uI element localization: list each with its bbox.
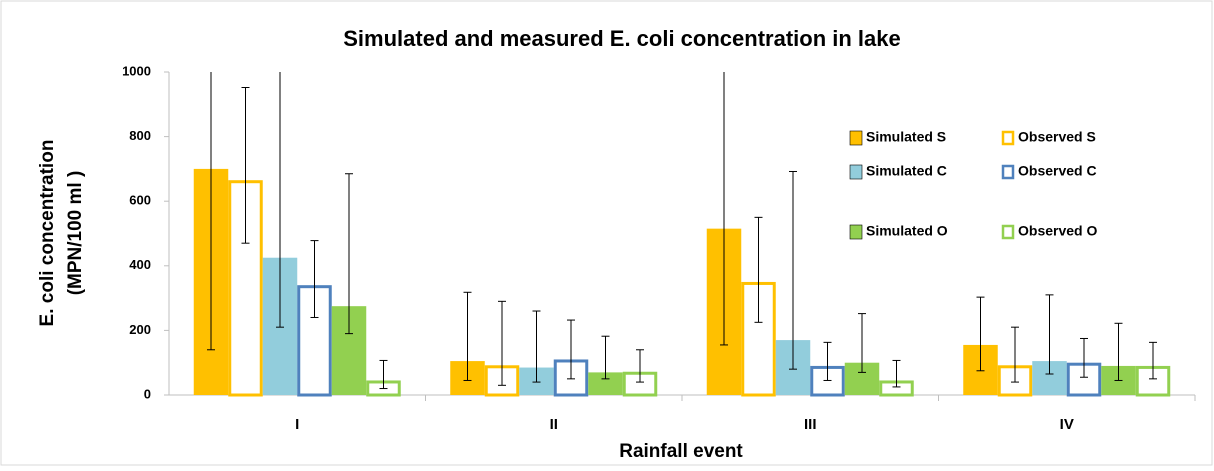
chart-title: Simulated and measured E. coli concentra… xyxy=(343,26,901,51)
y-axis-label: E. coli concentration xyxy=(37,140,58,327)
error-bar xyxy=(858,313,866,373)
error-bar xyxy=(1011,326,1019,383)
legend-label: Simulated C xyxy=(866,163,947,179)
legend-swatch xyxy=(849,164,863,180)
legend-swatch xyxy=(849,130,863,146)
legend-swatch xyxy=(849,224,863,240)
bar xyxy=(588,372,623,395)
legend-swatch xyxy=(1001,164,1015,180)
legend-label: Simulated O xyxy=(866,223,948,239)
error-bar xyxy=(1080,337,1088,378)
error-bar xyxy=(720,72,728,346)
error-bar xyxy=(345,173,353,335)
y-tick-label: 0 xyxy=(144,386,151,401)
error-bar xyxy=(754,216,763,323)
x-tick-label: III xyxy=(804,416,817,433)
error-bar xyxy=(1045,294,1054,375)
y-tick-label: 800 xyxy=(129,128,151,143)
legend-label: Observed S xyxy=(1018,129,1096,145)
x-axis-label: Rainfall event xyxy=(619,441,743,462)
x-tick-label: II xyxy=(550,416,558,433)
legend-label: Observed O xyxy=(1018,223,1097,239)
y-tick-label: 1000 xyxy=(122,63,151,78)
error-bar xyxy=(532,310,541,383)
error-bar xyxy=(789,170,797,370)
x-tick-label: IV xyxy=(1060,416,1074,433)
error-bar xyxy=(601,335,610,380)
plot-area xyxy=(193,72,1171,397)
error-bar xyxy=(379,359,388,390)
error-bar xyxy=(276,72,284,328)
y-tick-label: 400 xyxy=(129,257,151,272)
y-axis-label: (MPN/100 ml ) xyxy=(65,171,86,296)
error-bar xyxy=(498,300,506,386)
x-tick-label: I xyxy=(295,416,299,433)
error-bar xyxy=(892,359,901,388)
error-bar xyxy=(1149,341,1157,380)
y-tick-label: 600 xyxy=(129,193,151,208)
y-tick-label: 200 xyxy=(129,322,151,337)
error-bar xyxy=(823,341,832,381)
legend-swatch xyxy=(1001,130,1015,146)
error-bar xyxy=(976,296,985,372)
error-bar xyxy=(463,291,472,381)
error-bar xyxy=(636,349,644,383)
legend-label: Simulated S xyxy=(866,129,946,145)
error-bar xyxy=(1114,322,1123,381)
error-bar xyxy=(207,72,215,351)
error-bar xyxy=(567,319,575,380)
legend-swatch xyxy=(1001,224,1015,240)
legend-label: Observed C xyxy=(1018,163,1097,179)
error-bar xyxy=(241,87,250,244)
error-bar xyxy=(310,240,319,318)
